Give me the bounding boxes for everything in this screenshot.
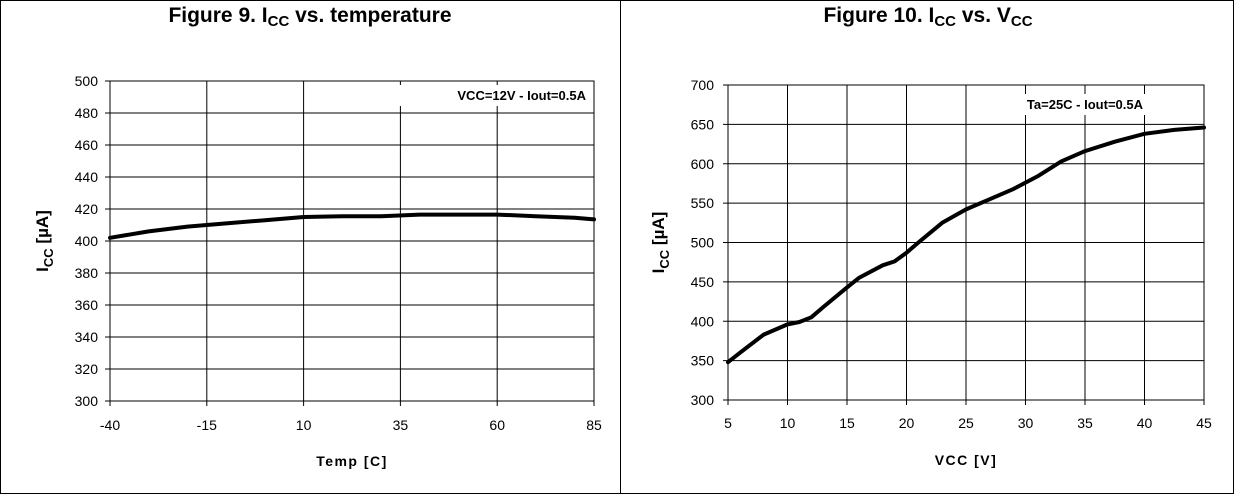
y-axis-label-sub: CC [657, 249, 672, 268]
x-tick-label: 20 [899, 415, 915, 431]
y-axis-label-main: I [33, 267, 52, 272]
x-axis-label: VCC [V] [935, 452, 998, 468]
y-axis-label-rest: [µA] [649, 212, 668, 250]
figure-divider [620, 0, 621, 494]
x-tick-label: 25 [958, 415, 974, 431]
figure-10-title-rest: vs. V [956, 4, 1011, 27]
figure-9-title-rest: vs. temperature [289, 4, 452, 27]
figure-10-title-main: Figure 10. I [823, 4, 935, 27]
y-axis-label-main: I [649, 269, 668, 274]
series-line [726, 125, 1206, 365]
x-tick-label: 5 [724, 415, 732, 431]
annotation-background [994, 94, 1148, 115]
y-axis-label: ICC [µA] [33, 210, 56, 272]
y-tick-label: 300 [75, 393, 99, 409]
chart-annotation: Ta=25C - Iout=0.5A [1027, 97, 1144, 112]
x-axis-label: Temp [C] [316, 453, 388, 469]
y-tick-label: 300 [691, 392, 715, 408]
x-tick-label: 35 [1077, 415, 1093, 431]
y-tick-label: 500 [691, 235, 715, 251]
annotation-background [394, 85, 590, 106]
y-axis-label-sub: CC [41, 248, 56, 267]
y-tick-label: 460 [75, 137, 99, 153]
y-tick-label: 420 [75, 201, 99, 217]
x-tick-label: 60 [489, 417, 505, 433]
y-tick-label: 480 [75, 105, 99, 121]
y-tick-label: 700 [691, 77, 715, 93]
x-tick-label: 10 [780, 415, 796, 431]
y-tick-label: 320 [75, 361, 99, 377]
y-tick-label: 400 [691, 313, 715, 329]
x-tick-label: -15 [197, 417, 217, 433]
figure-9-title: Figure 9. ICC vs. temperature [0, 4, 620, 30]
figure-9-title-main: Figure 9. I [168, 4, 268, 27]
y-tick-label: 450 [691, 274, 715, 290]
x-tick-label: 45 [1196, 415, 1212, 431]
x-tick-label: 30 [1018, 415, 1034, 431]
x-tick-label: -40 [100, 417, 120, 433]
y-tick-label: 340 [75, 329, 99, 345]
y-tick-label: 500 [75, 73, 99, 89]
figure-10-title-sub: CC [934, 13, 956, 30]
y-tick-label: 650 [691, 116, 715, 132]
x-tick-label: 85 [586, 417, 602, 433]
y-tick-label: 380 [75, 265, 99, 281]
chart-annotation: VCC=12V - Iout=0.5A [457, 88, 586, 103]
x-tick-label: 40 [1137, 415, 1153, 431]
figure-10-title: Figure 10. ICC vs. VCC [622, 4, 1234, 30]
y-tick-label: 360 [75, 297, 99, 313]
y-tick-label: 400 [75, 233, 99, 249]
series-line [108, 212, 596, 240]
y-tick-label: 350 [691, 353, 715, 369]
y-tick-label: 440 [75, 169, 99, 185]
y-tick-label: 550 [691, 195, 715, 211]
figure-9-title-sub: CC [267, 13, 290, 30]
x-tick-label: 10 [296, 417, 312, 433]
x-tick-label: 15 [839, 415, 855, 431]
x-tick-label: 35 [393, 417, 409, 433]
y-axis-label: ICC [µA] [649, 212, 672, 274]
figure-10-title-sub2: CC [1010, 13, 1033, 30]
y-axis-label-rest: [µA] [33, 210, 52, 248]
y-tick-label: 600 [691, 156, 715, 172]
